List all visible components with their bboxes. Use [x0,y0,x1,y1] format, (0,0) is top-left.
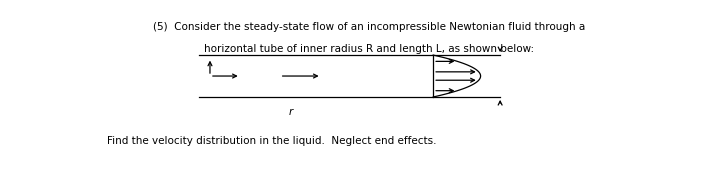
Text: r: r [289,107,293,117]
Text: Find the velocity distribution in the liquid.  Neglect end effects.: Find the velocity distribution in the li… [107,136,436,146]
Text: (5)  Consider the steady-state flow of an incompressible Newtonian fluid through: (5) Consider the steady-state flow of an… [153,22,585,32]
Text: horizontal tube of inner radius R and length L, as shown below:: horizontal tube of inner radius R and le… [204,44,534,54]
